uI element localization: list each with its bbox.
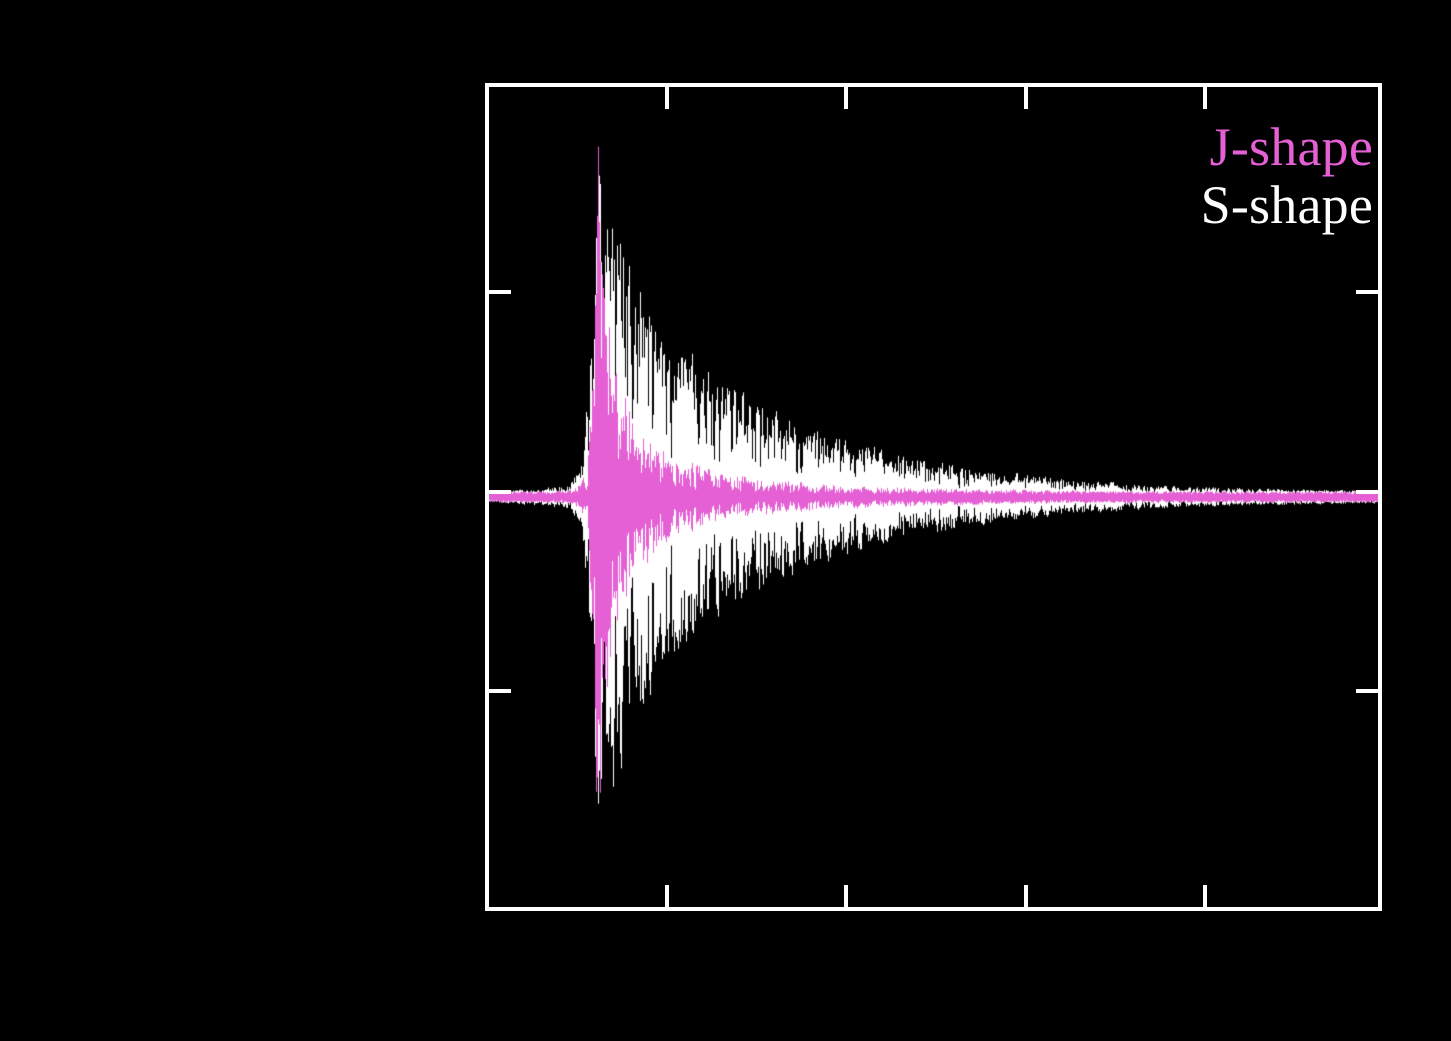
y-axis-tick-left-2 xyxy=(489,689,511,693)
plot-axes-frame xyxy=(485,83,1382,911)
x-axis-tick-bottom-1 xyxy=(844,885,848,907)
y-axis-tick-right-2 xyxy=(1356,689,1378,693)
y-axis-tick-left-1 xyxy=(489,490,511,494)
y-axis-tick-left-0 xyxy=(489,290,511,294)
y-axis-tick-right-0 xyxy=(1356,290,1378,294)
x-axis-tick-top-2 xyxy=(1024,87,1028,109)
x-axis-tick-top-1 xyxy=(844,87,848,109)
x-axis-tick-bottom-2 xyxy=(1024,885,1028,907)
x-axis-tick-top-0 xyxy=(665,87,669,109)
y-axis-tick-right-1 xyxy=(1356,490,1378,494)
waveform-plot-canvas xyxy=(489,87,1378,907)
x-axis-tick-bottom-3 xyxy=(1203,885,1207,907)
x-axis-tick-bottom-0 xyxy=(665,885,669,907)
x-axis-tick-top-3 xyxy=(1203,87,1207,109)
